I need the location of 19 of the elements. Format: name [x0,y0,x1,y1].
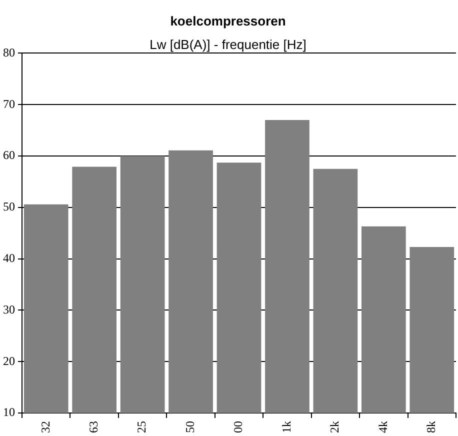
x-tick-label: 2k [328,421,342,433]
y-tick-label: 20 [3,354,15,368]
x-tick-label: 63 [86,421,100,433]
y-tick-label: 80 [3,45,15,60]
y-tick-label: 40 [3,250,15,265]
x-tick-label: 25 [134,421,149,433]
y-tick-label: 10 [3,405,15,420]
y-tick-label: 50 [3,200,15,214]
chart-title: koelcompressoren [170,13,286,28]
x-tick-label: 50 [182,421,197,433]
y-tick-label: 60 [3,148,15,162]
x-tick-label: 4k [376,421,390,433]
x-tick-label: 8k [424,421,438,433]
x-tick-label: 1k [279,421,294,433]
x-tick-label: 00 [231,421,246,433]
y-tick-label: 30 [3,302,15,316]
y-tick-label: 70 [3,96,15,111]
x-tick-label: 32 [38,421,52,433]
chart-subtitle: Lw [dB(A)] - frequentie [Hz] [150,36,306,52]
